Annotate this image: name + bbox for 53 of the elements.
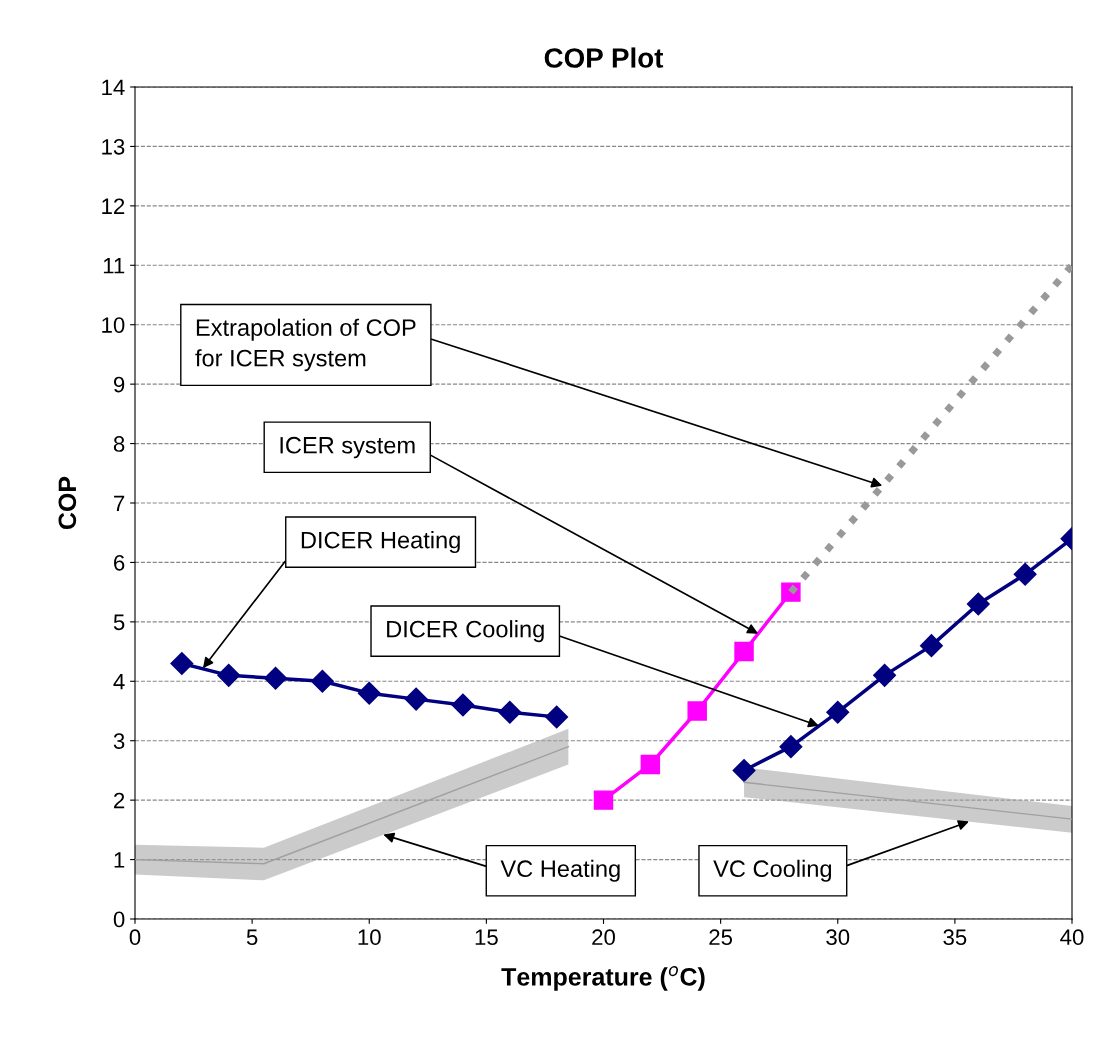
annotation: VC Cooling [713,859,832,882]
y-tick-label: 8 [113,436,125,452]
annotation: Extrapolation of COP for ICER system [195,318,416,372]
y-tick-label: 11 [103,258,125,274]
y-tick-label: 0 [113,911,125,928]
y-tick-label: 5 [113,614,125,631]
y-tick-label: 7 [114,495,125,512]
y-tick-label: 4 [113,674,125,690]
point [451,693,475,717]
x-tick-label: 15 [475,929,498,946]
point [498,700,522,724]
point [826,700,850,724]
point [640,754,661,775]
annotation: VC Heating [500,859,620,882]
point [217,663,241,687]
annotation: DICER Cooling [387,620,544,643]
chart-title: COP Plot [544,47,664,68]
x-tick-label: 30 [826,929,850,946]
y-tick-label: 14 [102,79,125,96]
point [170,651,194,675]
point [734,641,754,662]
point [310,669,334,693]
y-tick-label: 9 [113,376,125,393]
x-tick-label: 5 [246,929,258,946]
point [732,758,756,782]
x-tick-label: 25 [709,929,733,946]
x-tick-label: 40 [1060,929,1084,946]
x-tick-label: 20 [592,929,615,946]
y-axis-title: COP [58,476,77,530]
y-tick-label: 1 [114,852,125,868]
x-tick-label: 10 [358,929,381,946]
point [919,634,943,658]
y-tick-label: 13 [102,138,125,155]
point [264,666,288,690]
x-axis-title: Temperature ($^{o}$C) [501,966,705,991]
point [966,592,990,616]
y-tick-label: 2 [114,792,125,809]
point [873,663,897,687]
x-tick-label: 0 [129,929,141,946]
annotation: ICER system [280,436,415,459]
y-tick-label: 10 [102,317,125,333]
y-tick-label: 3 [113,733,125,749]
y-tick-label: 6 [114,554,125,571]
point [545,705,569,729]
point [404,687,428,711]
annotation: DICER Heating [301,531,460,554]
point [593,790,614,810]
y-tick-label: 12 [102,198,125,214]
x-tick-label: 35 [943,929,967,946]
point [687,701,707,721]
point [357,681,381,705]
point [1013,562,1037,586]
point [779,735,803,759]
